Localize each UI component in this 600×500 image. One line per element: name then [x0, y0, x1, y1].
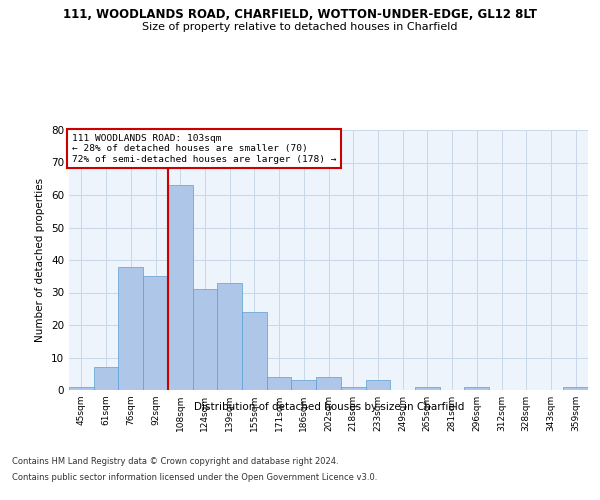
Bar	[118, 266, 143, 390]
Text: 111, WOODLANDS ROAD, CHARFIELD, WOTTON-UNDER-EDGE, GL12 8LT: 111, WOODLANDS ROAD, CHARFIELD, WOTTON-U…	[63, 8, 537, 20]
Text: Size of property relative to detached houses in Charfield: Size of property relative to detached ho…	[142, 22, 458, 32]
Bar	[341, 387, 365, 390]
Bar	[563, 387, 588, 390]
Bar	[316, 377, 341, 390]
Text: Contains HM Land Registry data © Crown copyright and database right 2024.: Contains HM Land Registry data © Crown c…	[12, 458, 338, 466]
Bar	[69, 387, 94, 390]
Bar	[464, 387, 489, 390]
Bar	[168, 185, 193, 390]
Bar	[415, 387, 440, 390]
Bar	[365, 380, 390, 390]
Bar	[242, 312, 267, 390]
Bar	[267, 377, 292, 390]
Bar	[193, 289, 217, 390]
Bar	[94, 367, 118, 390]
Text: Contains public sector information licensed under the Open Government Licence v3: Contains public sector information licen…	[12, 472, 377, 482]
Text: Distribution of detached houses by size in Charfield: Distribution of detached houses by size …	[194, 402, 464, 412]
Y-axis label: Number of detached properties: Number of detached properties	[35, 178, 46, 342]
Bar	[143, 276, 168, 390]
Bar	[217, 283, 242, 390]
Text: 111 WOODLANDS ROAD: 103sqm
← 28% of detached houses are smaller (70)
72% of semi: 111 WOODLANDS ROAD: 103sqm ← 28% of deta…	[71, 134, 336, 164]
Bar	[292, 380, 316, 390]
